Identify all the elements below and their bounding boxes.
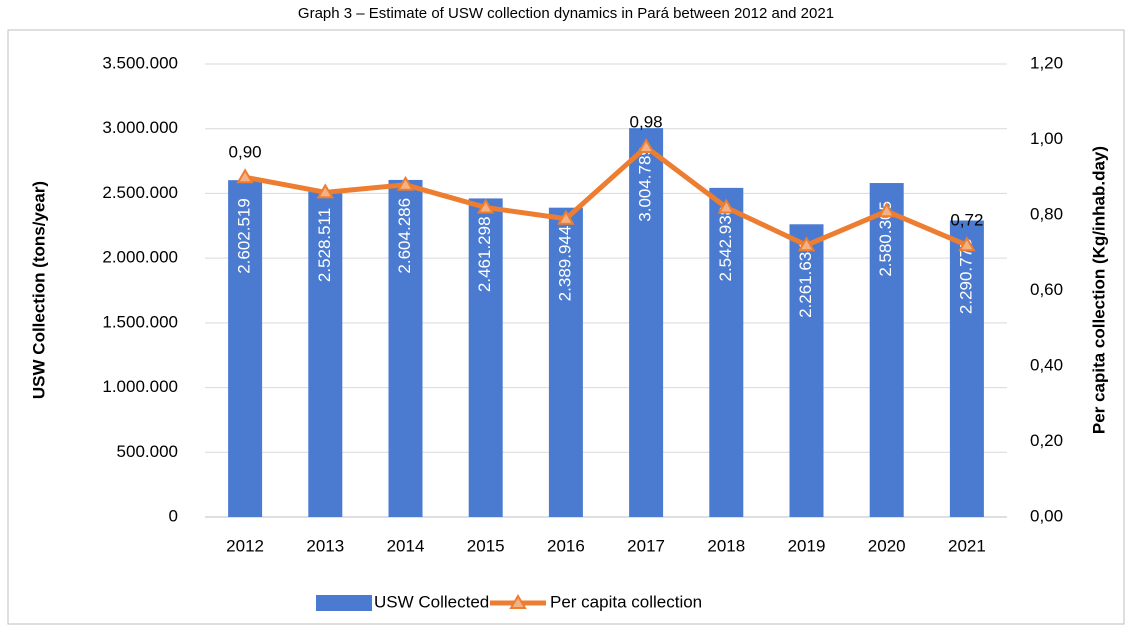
x-tick-label: 2020 — [868, 536, 906, 555]
line-label: 0,90 — [229, 143, 262, 162]
legend-swatch — [316, 595, 372, 611]
marker — [717, 198, 736, 214]
bar — [548, 207, 583, 517]
x-tick-label: 2015 — [467, 536, 505, 555]
y-axis-title: USW Collection (tons/year) — [29, 181, 48, 399]
marker — [316, 183, 335, 199]
x-tick-label: 2017 — [627, 536, 665, 555]
bar-label: 3.004.789 — [636, 146, 655, 222]
marker — [958, 236, 976, 252]
y2-tick-label: 0,60 — [1030, 280, 1063, 299]
bar — [869, 183, 904, 518]
bar — [949, 220, 984, 517]
y-tick-label: 1.500.000 — [102, 312, 178, 331]
bar — [468, 198, 503, 517]
chart-frame — [7, 29, 1125, 625]
y-tick-label: 0 — [169, 506, 178, 525]
y2-tick-label: 1,00 — [1030, 129, 1063, 148]
marker — [797, 236, 816, 252]
chart-title: Graph 3 – Estimate of USW collection dyn… — [298, 5, 834, 22]
bar-label: 2.290.775 — [956, 239, 975, 315]
marker — [236, 168, 254, 184]
marker — [557, 209, 575, 225]
y2-tick-label: 0,20 — [1030, 431, 1063, 450]
y-tick-label: 3.000.000 — [102, 118, 178, 137]
x-tick-label: 2014 — [387, 536, 425, 555]
y2-tick-label: 0,80 — [1030, 204, 1063, 223]
line-label: 0,72 — [950, 211, 983, 230]
bar-label: 2.261.634 — [796, 242, 815, 318]
y-tick-label: 2.000.000 — [102, 248, 178, 267]
bar-label: 2.580.305 — [876, 201, 895, 277]
legend-label: Per capita collection — [550, 592, 702, 611]
bar — [709, 187, 744, 518]
y2-tick-label: 0,00 — [1030, 506, 1063, 525]
bar-label: 2.389.944 — [555, 226, 574, 302]
bar — [228, 180, 263, 518]
bar-label: 2.461.298 — [475, 216, 494, 292]
line — [244, 144, 968, 248]
y-tick-label: 1.000.000 — [102, 377, 178, 396]
y-tick-label: 3.500.000 — [102, 53, 178, 72]
marker — [637, 138, 655, 154]
y2-tick-label: 0,40 — [1030, 355, 1063, 374]
legend-label: USW Collected — [374, 592, 489, 611]
legend-marker — [509, 594, 527, 609]
y2-tick-label: 1,20 — [1030, 53, 1063, 72]
bar-label: 2.602.519 — [235, 198, 254, 274]
y-tick-label: 500.000 — [117, 442, 178, 461]
x-tick-label: 2021 — [948, 536, 986, 555]
marker — [476, 198, 495, 214]
x-tick-label: 2019 — [788, 536, 826, 555]
bar — [388, 179, 423, 518]
marker — [396, 175, 415, 191]
x-tick-label: 2018 — [707, 536, 745, 555]
bar — [789, 224, 824, 517]
bar — [629, 128, 664, 517]
bar-label: 2.604.286 — [395, 198, 414, 274]
x-tick-label: 2016 — [547, 536, 585, 555]
x-tick-label: 2012 — [226, 536, 264, 555]
marker — [877, 202, 896, 218]
y2-axis-title: Per capita collection (Kg/inhab.day) — [1089, 146, 1108, 434]
bar — [308, 189, 343, 517]
line-label: 0,98 — [630, 113, 663, 132]
x-tick-label: 2013 — [306, 536, 344, 555]
bar-label: 2.528.511 — [315, 208, 334, 282]
y-tick-label: 2.500.000 — [102, 183, 178, 202]
bar-label: 2.542.938 — [716, 206, 735, 282]
